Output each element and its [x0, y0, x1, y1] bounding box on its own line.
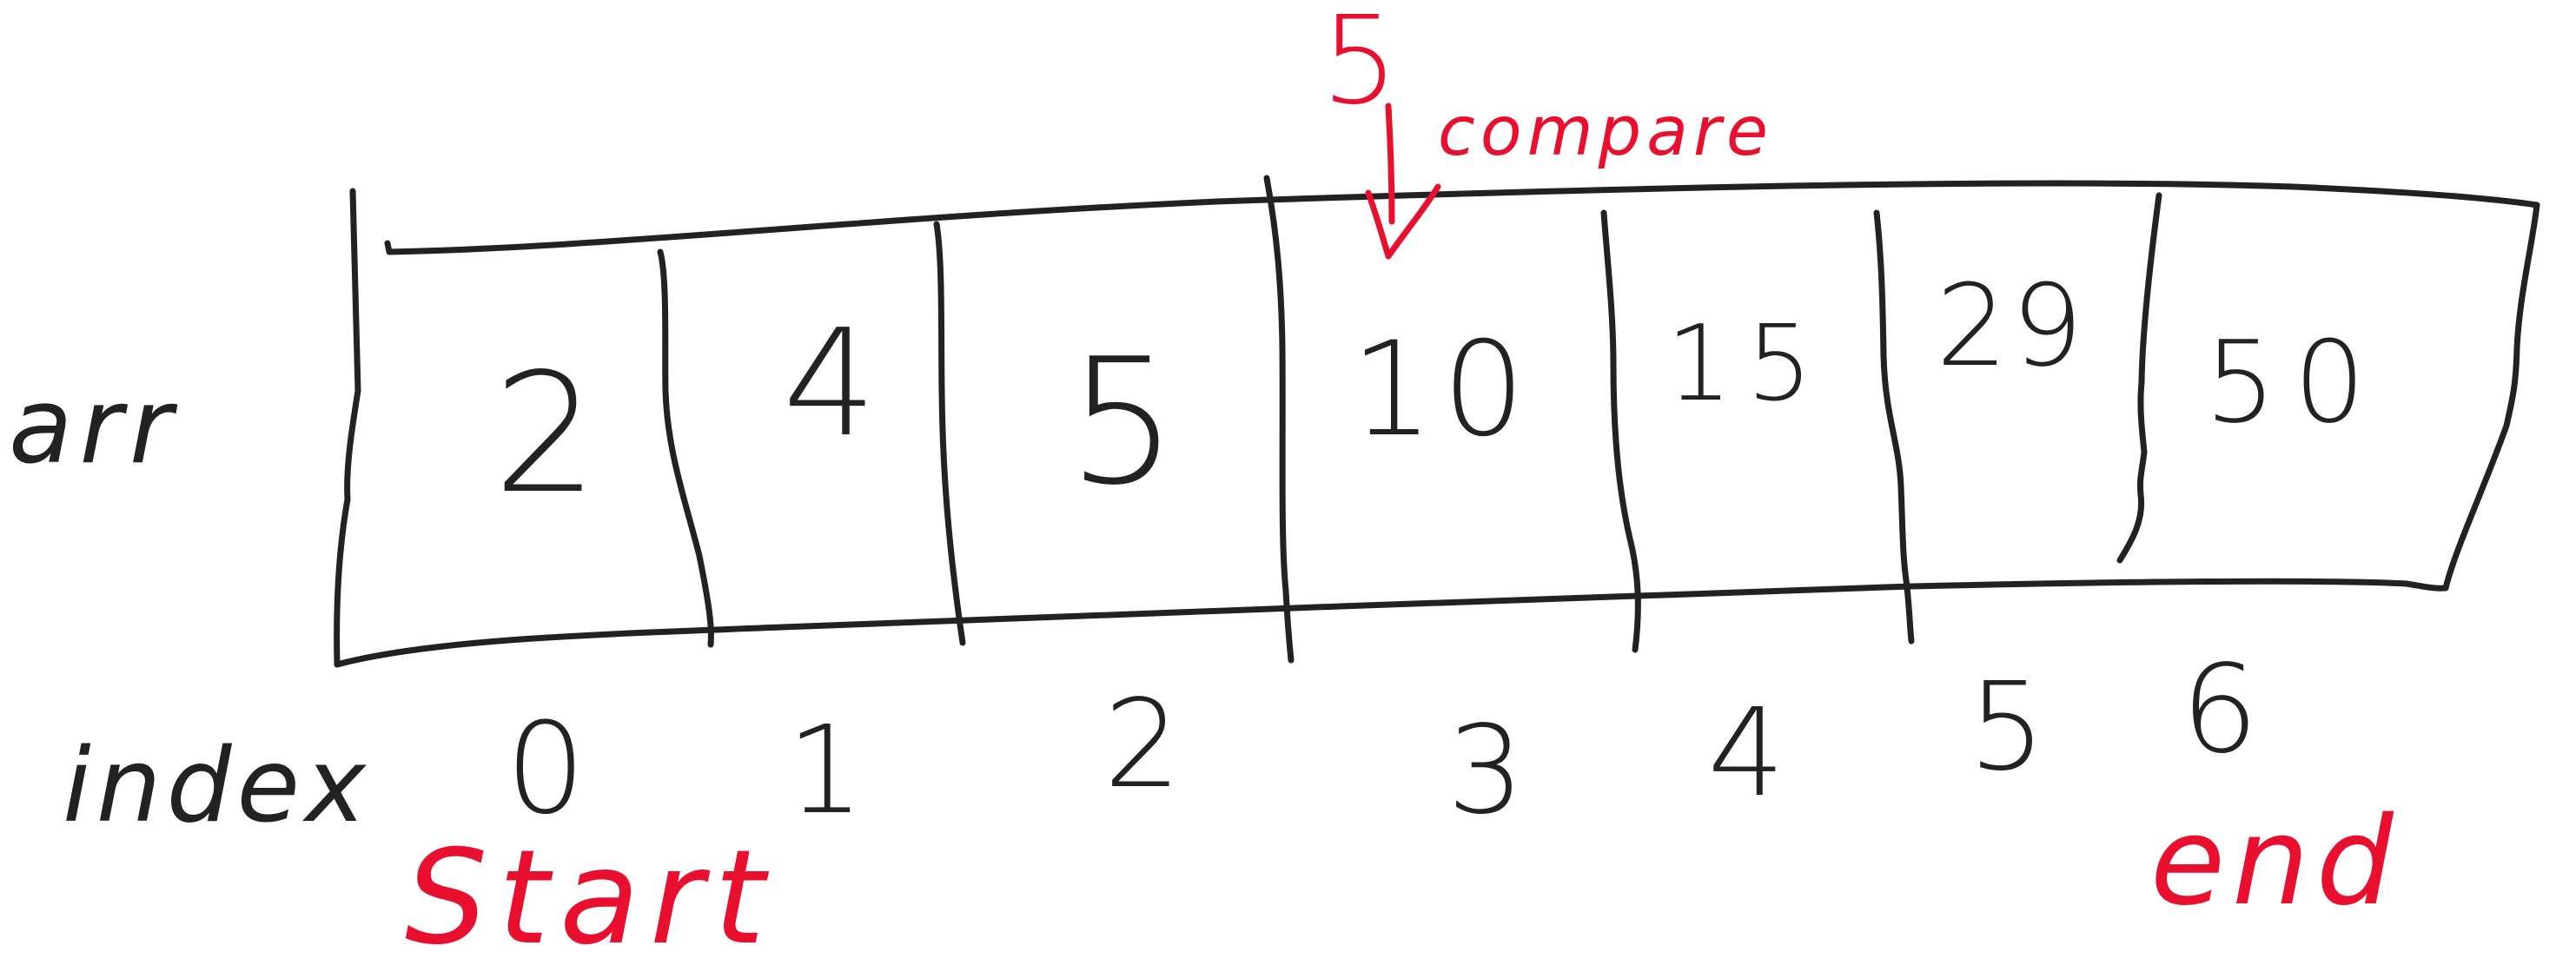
end-pointer-label: end	[2150, 791, 2401, 933]
array-top-edge	[384, 180, 2540, 255]
index-value-1: 1	[786, 700, 864, 842]
array-bottom-edge	[334, 578, 2449, 668]
cell-value-4: 15	[1666, 304, 1827, 425]
index-value-5: 5	[1968, 657, 2045, 798]
index-value-3: 3	[1447, 700, 1524, 842]
array-box	[334, 180, 2540, 668]
compare-arrow-icon	[1365, 102, 1441, 260]
index-values: 0 1 2 3 4 5 6	[506, 639, 2259, 843]
array-left-edge	[334, 188, 361, 668]
start-pointer-label: Start	[405, 823, 775, 972]
divider-1	[657, 248, 714, 648]
cell-value-0: 2	[493, 338, 599, 530]
cell-value-2: 5	[1067, 321, 1177, 524]
cell-value-6: 50	[2204, 316, 2382, 448]
index-row-label: index	[63, 725, 371, 845]
index-value-0: 0	[506, 696, 586, 843]
divider-6	[2116, 192, 2162, 564]
divider-4	[1600, 209, 1641, 653]
compare-label: compare	[1438, 93, 1773, 171]
cell-values: 2 4 5 10 15 29 50	[493, 260, 2382, 530]
cell-value-5: 29	[1936, 260, 2086, 392]
search-target-value: 5	[1321, 0, 1398, 132]
array-right-edge	[2442, 202, 2540, 592]
cell-value-3: 10	[1351, 314, 1534, 466]
index-value-4: 4	[1707, 683, 1785, 824]
divider-5	[1873, 209, 1915, 645]
index-value-6: 6	[2181, 639, 2258, 781]
compare-annotation: 5 compare	[1321, 0, 1773, 260]
divider-3	[1263, 175, 1295, 664]
divider-2	[933, 221, 966, 646]
cell-dividers	[657, 175, 2162, 664]
index-value-2: 2	[1103, 674, 1181, 816]
cell-value-1: 4	[783, 298, 877, 470]
array-name-label: arr	[9, 367, 179, 487]
